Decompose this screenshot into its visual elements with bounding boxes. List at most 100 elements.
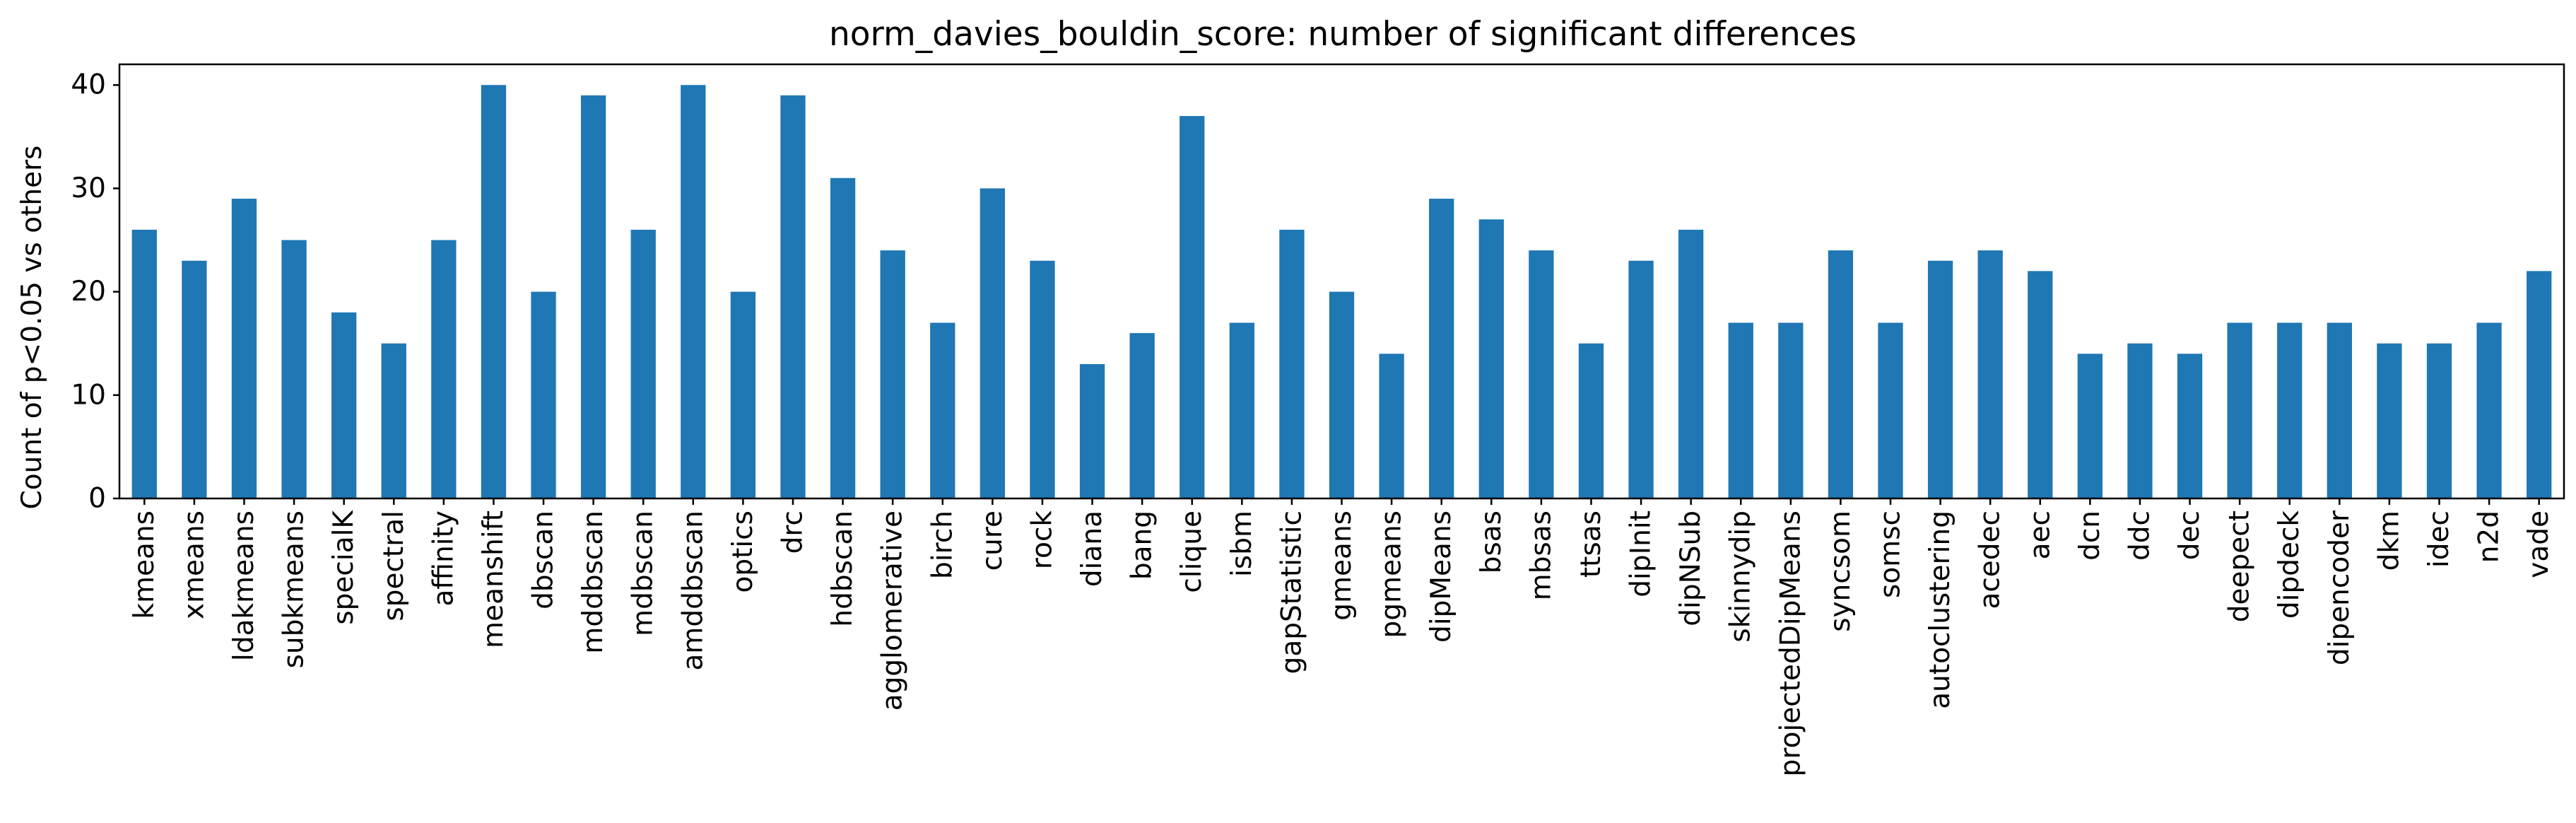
x-tick-label: n2d xyxy=(2474,510,2505,563)
x-tick-label: birch xyxy=(927,510,958,579)
bar-somsc xyxy=(1878,322,1903,498)
x-tick-label: diana xyxy=(1076,510,1108,587)
x-tick-label: clique xyxy=(1176,510,1208,593)
x-tick-label: amddbscan xyxy=(677,510,709,671)
x-tick-label: isbm xyxy=(1226,510,1258,577)
bar-hdbscan xyxy=(830,177,856,499)
x-tick-label: projectedDipMeans xyxy=(1775,510,1806,776)
bar-dipencoder xyxy=(2327,322,2352,498)
bar-ldakmeans xyxy=(231,199,257,498)
x-tick-label: meanshift xyxy=(478,510,510,648)
x-tick-label: vade xyxy=(2523,510,2555,578)
chart-title: norm_davies_bouldin_score: number of sig… xyxy=(829,15,1857,54)
bar-spectral xyxy=(381,343,406,498)
bar-dkm xyxy=(2377,343,2402,498)
y-axis-label: Count of p<0.05 vs others xyxy=(16,146,48,510)
bar-aec xyxy=(2028,271,2053,498)
bar-dipNSub xyxy=(1678,229,1704,498)
plot-area-frame xyxy=(118,63,2565,500)
x-tick-label: dec xyxy=(2174,510,2206,560)
x-tick-label: dipInit xyxy=(1625,510,1657,597)
x-tick-label: dbscan xyxy=(528,510,560,609)
bar-ttsas xyxy=(1578,343,1604,498)
bar-syncsom xyxy=(1828,250,1854,498)
x-tick-label: autoclustering xyxy=(1924,510,1956,709)
x-tick-label: kmeans xyxy=(129,510,160,619)
x-tick-label: spectral xyxy=(378,510,410,621)
x-tick-label: rock xyxy=(1026,510,1058,569)
x-tick-label: syncsom xyxy=(1825,510,1857,632)
x-tick-label: dipdeck xyxy=(2274,510,2305,619)
bar-specialK xyxy=(331,312,357,498)
bar-mdbscan xyxy=(630,229,656,498)
bar-optics xyxy=(730,291,756,498)
bar-xmeans xyxy=(182,260,207,498)
x-tick-label: dipencoder xyxy=(2324,510,2356,665)
bar-amddbscan xyxy=(681,85,706,498)
x-tick-label: dcn xyxy=(2074,510,2106,561)
bar-birch xyxy=(930,322,955,498)
bar-bsas xyxy=(1478,219,1504,498)
bar-agglomerative xyxy=(880,250,905,498)
x-tick-label: bang xyxy=(1127,510,1158,580)
x-tick-label: affinity xyxy=(428,510,459,607)
bar-clique xyxy=(1180,116,1205,499)
x-tick-label: specialK xyxy=(328,510,360,625)
x-tick-label: gapStatistic xyxy=(1276,510,1307,674)
bar-dipdeck xyxy=(2277,322,2302,498)
bar-dec xyxy=(2177,354,2203,498)
bar-projectedDipMeans xyxy=(1778,322,1804,498)
bar-mddbscan xyxy=(580,95,606,498)
bar-bang xyxy=(1129,333,1155,498)
x-tick-label: dipMeans xyxy=(1425,510,1457,643)
bar-kmeans xyxy=(131,229,157,498)
bar-dbscan xyxy=(531,291,556,498)
y-tick-label: 30 xyxy=(71,173,106,204)
x-tick-label: dkm xyxy=(2373,510,2405,571)
bar-vade xyxy=(2527,271,2552,498)
x-tick-label: ddc xyxy=(2124,510,2156,561)
bar-gmeans xyxy=(1329,291,1355,498)
y-tick-label: 0 xyxy=(88,483,106,515)
bar-subkmeans xyxy=(281,240,307,498)
x-tick-label: somsc xyxy=(1875,510,1907,598)
x-tick-label: optics xyxy=(727,510,759,593)
x-tick-label: mbsas xyxy=(1525,510,1557,600)
x-tick-label: aec xyxy=(2024,510,2056,559)
bar-dipInit xyxy=(1628,260,1654,498)
y-tick-label: 40 xyxy=(71,69,106,101)
bar-deepect xyxy=(2227,322,2252,498)
y-axis-ticks: 0 10 20 30 40 xyxy=(71,69,119,515)
bar-acedec xyxy=(1977,250,2003,498)
bar-ddc xyxy=(2127,343,2153,498)
bar-n2d xyxy=(2476,322,2502,498)
x-tick-label: hdbscan xyxy=(827,510,859,627)
y-tick-label: 20 xyxy=(71,276,106,308)
x-tick-label: idec xyxy=(2423,510,2455,568)
bar-autoclustering xyxy=(1927,260,1953,498)
bar-idec xyxy=(2426,343,2452,498)
bar-isbm xyxy=(1229,322,1254,498)
x-tick-label: skinnydip xyxy=(1725,510,1757,643)
x-tick-label: agglomerative xyxy=(877,510,909,711)
x-tick-label: gmeans xyxy=(1326,510,1358,621)
x-tick-label: ldakmeans xyxy=(228,510,260,661)
bar-pgmeans xyxy=(1379,354,1404,498)
x-tick-label: bsas xyxy=(1476,510,1507,573)
x-tick-label: pgmeans xyxy=(1376,510,1408,638)
bar-dcn xyxy=(2077,354,2103,498)
x-tick-label: acedec xyxy=(1975,510,2006,609)
bar-skinnydip xyxy=(1728,322,1753,498)
bar-diana xyxy=(1079,363,1105,498)
bar-mbsas xyxy=(1529,250,1554,498)
bar-affinity xyxy=(431,240,457,498)
x-tick-label: ttsas xyxy=(1575,510,1607,578)
x-tick-label: dipNSub xyxy=(1675,510,1707,626)
bars xyxy=(131,85,2552,499)
x-tick-label: xmeans xyxy=(178,510,210,619)
bar-meanshift xyxy=(481,85,507,498)
x-tick-label: subkmeans xyxy=(278,510,310,668)
x-tick-label: deepect xyxy=(2224,510,2256,622)
